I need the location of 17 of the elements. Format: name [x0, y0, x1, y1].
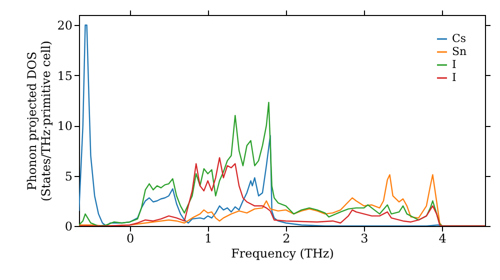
x-tick-label: 2 [282, 232, 290, 246]
legend-label: I [452, 71, 456, 84]
y-tick-label: 10 [57, 119, 72, 134]
legend-label: Sn [452, 45, 467, 58]
y-tick-label: 0 [64, 220, 72, 234]
line-series [79, 157, 485, 226]
x-axis-title: Frequency (THz) [231, 246, 334, 260]
x-tick-label: 0 [126, 232, 134, 246]
y-tick-label: 15 [57, 68, 72, 83]
y-tick-label: 5 [64, 169, 72, 184]
x-tick-label: 3 [360, 232, 368, 246]
legend-label: Cs [452, 32, 466, 45]
y-tick-label: 20 [57, 18, 72, 33]
x-tick-label: 1 [204, 232, 212, 246]
y-axis-title: Phonon projected DOS (States/THz·primitive cell) [25, 40, 54, 202]
x-tick-label: 4 [438, 232, 447, 246]
legend-label: I [452, 58, 456, 71]
